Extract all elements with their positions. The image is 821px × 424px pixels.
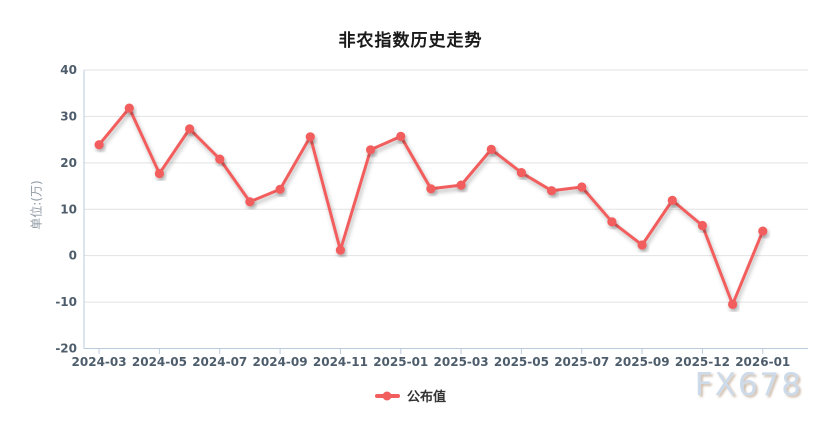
- legend-dot-icon: [382, 391, 392, 400]
- x-axis-tick-label: 2024-09: [253, 355, 308, 369]
- data-point[interactable]: [275, 184, 285, 194]
- data-point[interactable]: [758, 226, 768, 236]
- data-point[interactable]: [396, 131, 406, 141]
- x-axis-tick-label: 2025-09: [615, 355, 670, 369]
- data-point[interactable]: [547, 186, 557, 196]
- data-point[interactable]: [697, 220, 708, 231]
- y-axis-tick-label: 10: [60, 202, 77, 216]
- watermark-logo: FX678: [694, 367, 803, 403]
- y-axis-tick-label: 20: [60, 156, 77, 170]
- data-point[interactable]: [154, 168, 164, 179]
- data-point[interactable]: [486, 144, 496, 154]
- data-point[interactable]: [667, 195, 677, 205]
- x-axis-tick-label: 2024-05: [132, 355, 187, 369]
- chart-title: 非农指数历史走势: [338, 31, 483, 51]
- data-point[interactable]: [607, 217, 617, 227]
- y-axis-tick-label: -20: [55, 342, 77, 356]
- data-point[interactable]: [456, 180, 466, 190]
- data-point[interactable]: [305, 132, 315, 142]
- x-axis-tick-label: 2024-03: [72, 355, 127, 369]
- x-axis-tick-label: 2026-01: [735, 355, 790, 369]
- data-point[interactable]: [366, 145, 376, 155]
- data-point[interactable]: [728, 299, 738, 309]
- y-axis-tick-label: 30: [60, 109, 77, 123]
- data-point[interactable]: [637, 240, 647, 250]
- y-axis-tick-label: 40: [60, 63, 77, 77]
- data-point[interactable]: [516, 168, 527, 178]
- data-point[interactable]: [426, 184, 436, 194]
- x-axis-tick-label: 2024-07: [192, 355, 247, 369]
- legend-item-publish-value[interactable]: 公布值: [0, 386, 821, 405]
- data-point[interactable]: [94, 140, 104, 150]
- x-axis-tick-label: 2025-07: [554, 355, 609, 369]
- y-axis-tick-label: 0: [69, 249, 77, 263]
- legend-line-dot-icon: [374, 391, 400, 400]
- data-point[interactable]: [185, 124, 195, 134]
- data-point[interactable]: [124, 103, 134, 113]
- data-point[interactable]: [577, 182, 587, 192]
- legend-label: 公布值: [406, 390, 446, 405]
- series-publish-value: [94, 103, 768, 309]
- axes: [83, 70, 808, 354]
- data-point[interactable]: [335, 245, 345, 255]
- x-axis-tick-label: 2024-11: [313, 355, 368, 369]
- data-point[interactable]: [215, 154, 225, 164]
- x-axis-tick-label: 2025-01: [373, 355, 428, 369]
- y-axis-tick-label: -10: [55, 295, 77, 309]
- x-axis-tick-label: 2025-03: [434, 355, 489, 369]
- grid-lines: [84, 69, 808, 303]
- x-axis-tick-label: 2025-12: [675, 355, 730, 369]
- series-line: [97, 106, 765, 306]
- x-axis-tick-label: 2025-05: [494, 355, 549, 369]
- data-point[interactable]: [245, 197, 255, 207]
